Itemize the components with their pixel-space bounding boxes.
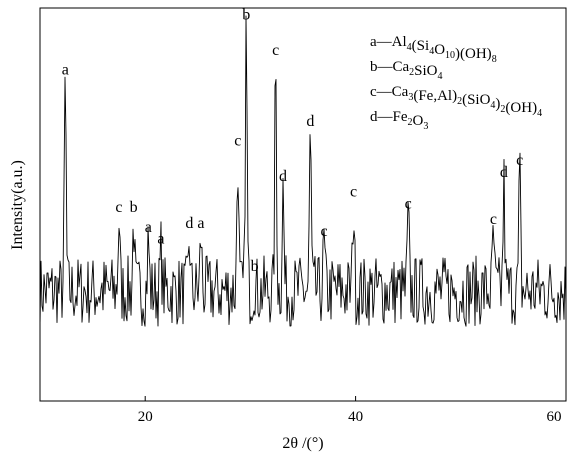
peak-label-b: b xyxy=(130,199,138,216)
y-axis-title: Intensity(a.u.) xyxy=(9,160,26,250)
legend-entry-a: a—Al4(Si4O10)(OH)8 xyxy=(370,34,497,65)
plot-frame xyxy=(39,7,567,402)
legend-entry-b: b—Ca2SiO4 xyxy=(370,59,443,82)
peak-label-c: c xyxy=(516,152,523,169)
x-axis-title: 2θ /(°) xyxy=(282,435,323,452)
peak-label-d: d xyxy=(500,164,508,181)
peak-label-d: d xyxy=(185,215,193,232)
peak-label-d: d xyxy=(306,113,314,130)
peak-label-a: a xyxy=(157,231,164,248)
xrd-pattern-line xyxy=(39,15,567,327)
x-tick-label: 40 xyxy=(348,409,363,425)
x-axis-ticks: 20 40 60 xyxy=(138,396,567,425)
peak-label-a: a xyxy=(197,215,204,232)
peak-label-c: c xyxy=(405,195,412,212)
peak-label-c: c xyxy=(272,42,279,59)
x-tick-label: 60 xyxy=(547,409,562,425)
peak-label-b: b xyxy=(251,258,259,275)
peak-label-b: b xyxy=(242,7,250,24)
peak-label-c: c xyxy=(320,223,327,240)
x-tick-label: 20 xyxy=(138,409,153,425)
peak-label-a: a xyxy=(145,219,152,236)
peak-label-d: d xyxy=(279,168,287,185)
legend-entry-d: d—Fe2O3 xyxy=(370,109,428,132)
peak-label-c: c xyxy=(490,211,497,228)
peak-label-a: a xyxy=(62,62,69,79)
peak-label-c: c xyxy=(350,184,357,201)
peak-label-c: c xyxy=(115,199,122,216)
legend-entry-c: c—Ca3(Fe,Al)2(SiO4)2(OH)4 xyxy=(370,84,542,119)
legend: a—Al4(Si4O10)(OH)8b—Ca2SiO4c—Ca3(Fe,Al)2… xyxy=(370,34,542,132)
peak-label-c: c xyxy=(234,132,241,149)
